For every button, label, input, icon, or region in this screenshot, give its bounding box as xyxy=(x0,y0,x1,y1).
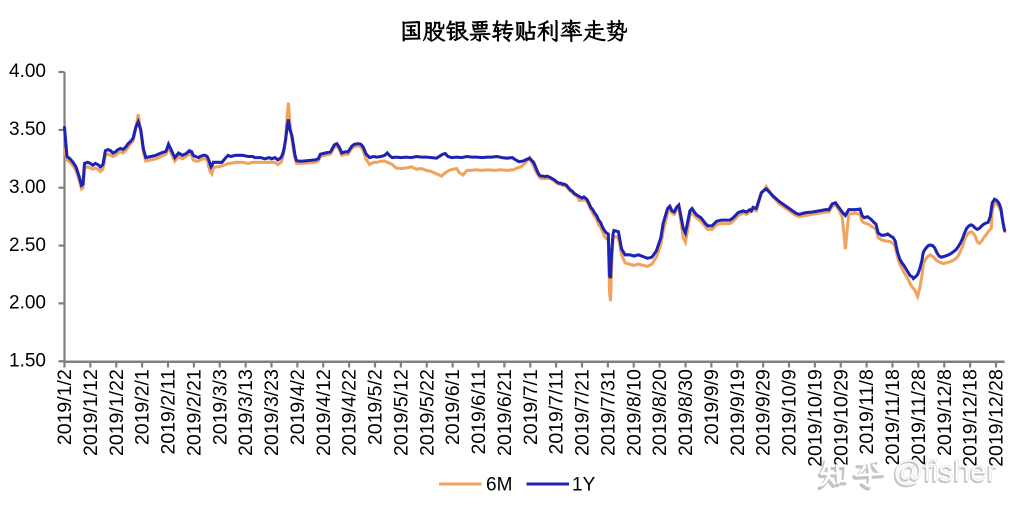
svg-text:6M: 6M xyxy=(486,475,512,496)
svg-text:1.50: 1.50 xyxy=(9,351,46,372)
svg-text:2019/5/2: 2019/5/2 xyxy=(365,369,387,445)
svg-text:2019/7/21: 2019/7/21 xyxy=(572,369,594,456)
svg-text:@fisher: @fisher xyxy=(892,457,996,490)
svg-text:2019/6/11: 2019/6/11 xyxy=(468,369,490,454)
svg-text:2019/8/20: 2019/8/20 xyxy=(649,369,671,456)
svg-text:2019/12/18: 2019/12/18 xyxy=(960,369,982,467)
svg-text:2019/5/22: 2019/5/22 xyxy=(416,369,438,456)
svg-text:2019/2/11: 2019/2/11 xyxy=(158,369,180,454)
svg-text:4.00: 4.00 xyxy=(9,61,46,82)
svg-text:2019/5/12: 2019/5/12 xyxy=(390,369,412,456)
svg-text:2019/7/31: 2019/7/31 xyxy=(597,369,619,456)
svg-text:1Y: 1Y xyxy=(572,475,596,496)
svg-text:2019/6/21: 2019/6/21 xyxy=(494,369,516,456)
svg-text:2019/3/3: 2019/3/3 xyxy=(209,369,231,445)
svg-text:2019/11/18: 2019/11/18 xyxy=(882,369,904,465)
svg-text:2019/7/11: 2019/7/11 xyxy=(546,369,568,454)
svg-text:2019/2/1: 2019/2/1 xyxy=(132,369,154,445)
svg-text:2019/1/2: 2019/1/2 xyxy=(54,369,76,445)
svg-text:2019/10/9: 2019/10/9 xyxy=(779,369,801,456)
svg-text:3.00: 3.00 xyxy=(9,177,46,198)
svg-text:@fisher: @fisher xyxy=(893,455,997,488)
svg-text:2019/9/9: 2019/9/9 xyxy=(701,369,723,445)
svg-text:2019/6/1: 2019/6/1 xyxy=(442,369,464,445)
svg-text:2019/8/30: 2019/8/30 xyxy=(675,369,697,456)
svg-text:2019/2/21: 2019/2/21 xyxy=(183,369,205,456)
svg-text:2019/4/22: 2019/4/22 xyxy=(339,369,361,456)
svg-text:2.00: 2.00 xyxy=(9,293,46,314)
svg-text:2019/12/28: 2019/12/28 xyxy=(986,369,1008,467)
svg-text:2019/10/29: 2019/10/29 xyxy=(830,369,852,467)
svg-text:2019/11/8: 2019/11/8 xyxy=(856,369,878,454)
svg-text:2019/12/8: 2019/12/8 xyxy=(934,369,956,456)
svg-text:2019/3/13: 2019/3/13 xyxy=(235,369,257,456)
svg-text:2019/4/2: 2019/4/2 xyxy=(287,369,309,445)
svg-text:2019/9/19: 2019/9/19 xyxy=(727,369,749,456)
svg-text:2019/1/22: 2019/1/22 xyxy=(106,369,128,456)
svg-text:2.50: 2.50 xyxy=(9,235,46,256)
svg-text:2019/9/29: 2019/9/29 xyxy=(753,369,775,456)
svg-text:2019/7/1: 2019/7/1 xyxy=(520,369,542,445)
svg-text:2019/3/23: 2019/3/23 xyxy=(261,369,283,456)
svg-text:2019/1/12: 2019/1/12 xyxy=(80,369,102,456)
svg-text:3.50: 3.50 xyxy=(9,119,46,140)
svg-text:2019/4/12: 2019/4/12 xyxy=(313,369,335,456)
svg-text:2019/10/19: 2019/10/19 xyxy=(804,369,826,467)
svg-text:2019/11/28: 2019/11/28 xyxy=(908,369,930,465)
svg-text:2019/8/10: 2019/8/10 xyxy=(623,369,645,456)
